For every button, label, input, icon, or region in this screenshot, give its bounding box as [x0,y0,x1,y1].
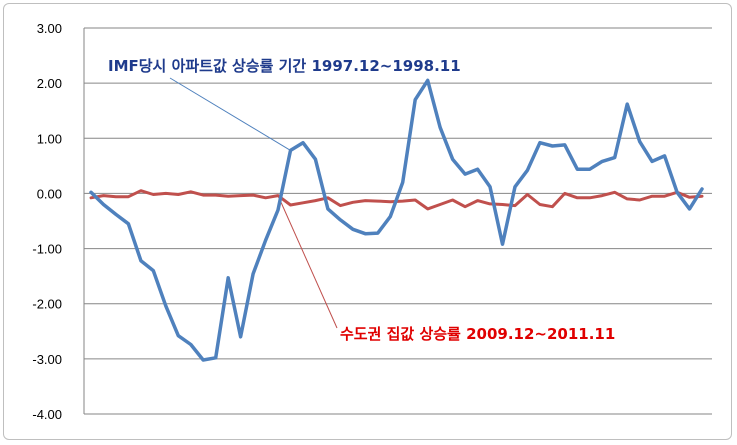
annotation-imf-period: IMF당시 아파트값 상승률 기간 1997.12~1998.11 [108,57,461,75]
leader-line-imf [169,77,291,151]
annotation-leader-lines [169,77,338,329]
y-tick-label: 3.00 [37,21,62,36]
gridlines [84,27,712,415]
y-tick-label: 1.00 [37,131,62,146]
leader-line-capital-region [277,195,338,329]
y-tick-labels: 3.00 2.00 1.00 0.00 -1.00 -2.00 -3.00 -4.00 [32,21,62,422]
series-line-imf [89,78,704,362]
y-tick-label: -4.00 [32,407,62,422]
series-lines [89,78,704,362]
y-tick-label: -3.00 [32,352,62,367]
y-tick-label: 2.00 [37,76,62,91]
annotation-capital-region-period: 수도권 집값 상승률 2009.12~2011.11 [340,325,615,343]
y-tick-label: 0.00 [37,186,62,201]
y-tick-label: -2.00 [32,297,62,312]
y-tick-label: -1.00 [32,242,62,257]
